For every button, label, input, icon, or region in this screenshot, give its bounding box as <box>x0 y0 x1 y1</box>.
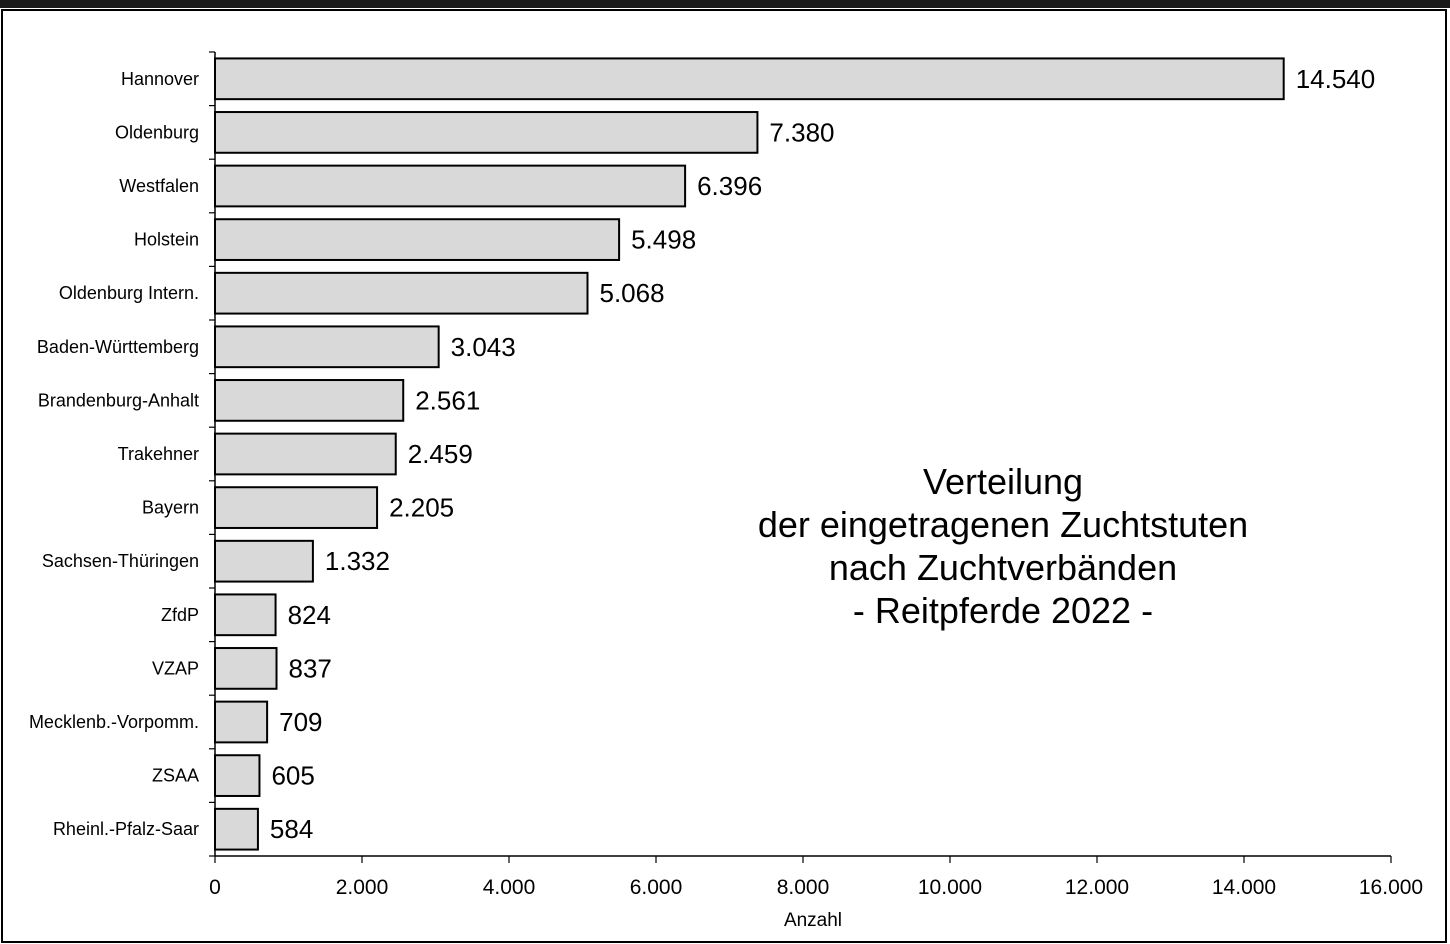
category-label: Westfalen <box>119 176 199 196</box>
category-label: VZAP <box>152 658 199 678</box>
data-label: 605 <box>271 761 314 791</box>
category-label: Oldenburg Intern. <box>59 283 199 303</box>
bar <box>214 647 278 690</box>
bar <box>214 379 405 422</box>
bar <box>214 164 687 208</box>
x-tick-label: 4.000 <box>483 876 536 899</box>
plot-area: 0 2.000 4.000 6.000 8.000 10.000 12.000 14.000 1… <box>29 51 1423 931</box>
chart-frame <box>1 9 1447 943</box>
x-tick-label: 0 <box>209 876 221 899</box>
bar <box>214 700 269 744</box>
data-label: 5.498 <box>631 225 696 255</box>
data-label: 7.380 <box>769 117 834 147</box>
category-label: Rheinl.-Pfalz-Saar <box>53 819 199 839</box>
data-label: 6.396 <box>697 171 762 201</box>
category-label: Baden-Württemberg <box>37 337 199 357</box>
x-tick-label: 12.000 <box>1065 876 1129 899</box>
bar <box>214 218 621 261</box>
data-label: 5.068 <box>599 278 664 308</box>
top-banner-strip <box>0 0 1450 8</box>
bar <box>214 754 261 797</box>
category-label: Holstein <box>134 230 199 250</box>
data-label: 584 <box>270 814 313 844</box>
data-label: 709 <box>279 707 322 737</box>
data-label: 824 <box>288 600 331 630</box>
chart-title-line: nach Zuchtverbänden <box>829 547 1177 588</box>
bar <box>214 807 259 851</box>
bar <box>214 271 589 315</box>
bar <box>214 57 1285 101</box>
category-label: Brandenburg-Anhalt <box>38 390 199 410</box>
data-label: 2.205 <box>389 493 454 523</box>
chart-title-line: der eingetragenen Zuchtstuten <box>758 504 1248 545</box>
bar <box>214 325 440 369</box>
data-label: 3.043 <box>451 332 516 362</box>
chart-title-line: - Reitpferde 2022 - <box>853 590 1153 631</box>
category-label: Bayern <box>142 498 199 518</box>
category-label: Sachsen-Thüringen <box>42 551 199 571</box>
bar <box>214 539 314 583</box>
bar <box>214 486 379 529</box>
category-label: Mecklenb.-Vorpomm. <box>29 712 199 732</box>
data-label: 2.561 <box>415 385 480 415</box>
x-tick-label: 16.000 <box>1359 876 1423 899</box>
x-tick-label: 14.000 <box>1212 876 1276 899</box>
chart-title-line: Verteilung <box>923 461 1083 502</box>
category-label: Oldenburg <box>115 122 199 142</box>
data-label: 2.459 <box>408 439 473 469</box>
x-axis-title: Anzahl <box>784 910 842 931</box>
category-label: Hannover <box>121 69 199 89</box>
x-tick-label: 8.000 <box>777 876 830 899</box>
bar <box>214 111 759 154</box>
x-tick-label: 6.000 <box>630 876 683 899</box>
data-label: 837 <box>289 653 332 683</box>
x-tick-label: 10.000 <box>918 876 982 899</box>
data-label: 1.332 <box>325 546 390 576</box>
category-label: ZfdP <box>161 605 199 625</box>
data-label: 14.540 <box>1296 64 1376 94</box>
category-label: ZSAA <box>152 766 199 786</box>
x-tick-label: 2.000 <box>336 876 389 899</box>
bar <box>214 432 397 476</box>
bar <box>214 593 277 637</box>
category-label: Trakehner <box>118 444 199 464</box>
